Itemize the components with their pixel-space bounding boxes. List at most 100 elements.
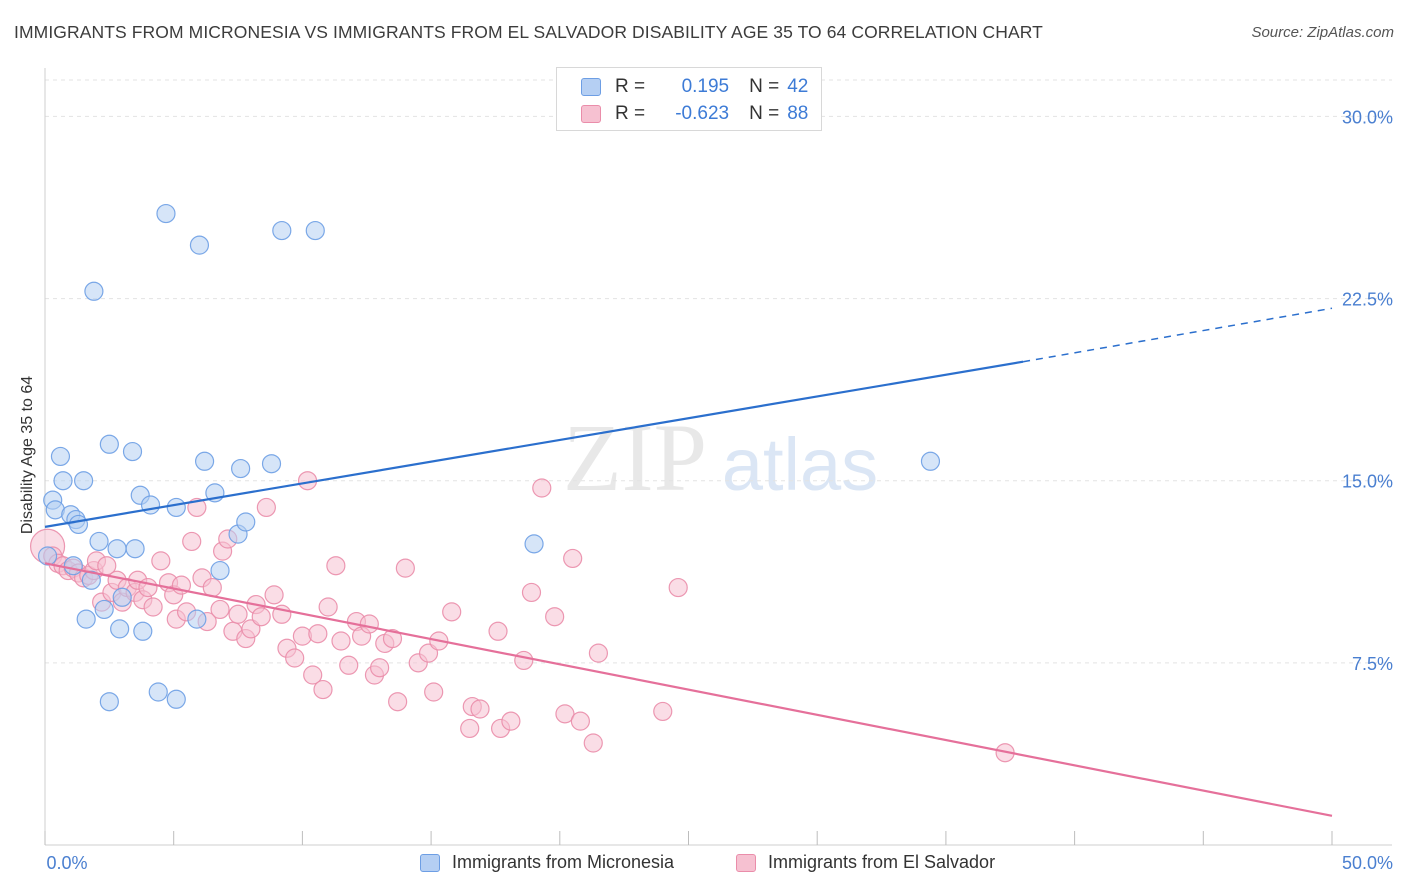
el-salvador-point	[326, 556, 346, 576]
micronesia-point	[210, 560, 230, 581]
r-value: 0.195	[681, 76, 730, 97]
el-salvador-point	[228, 604, 248, 624]
el-salvador-point	[339, 655, 359, 675]
el-salvador-point	[424, 682, 444, 702]
y-tick-label: 15.0%	[1342, 472, 1393, 492]
el-salvador-point	[308, 624, 328, 644]
micronesia-point	[305, 220, 325, 241]
x-tick-label: 50.0%	[1342, 853, 1393, 873]
micronesia-trend-extension	[1022, 307, 1333, 363]
el-salvador-point	[331, 631, 351, 651]
x-tick-label: 0.0%	[46, 853, 87, 873]
n-label: N =	[749, 76, 780, 97]
el-salvador-point	[501, 711, 521, 731]
legend-item-el-salvador[interactable]: Immigrants from El Salvador	[736, 852, 995, 873]
n-label: N =	[749, 103, 780, 124]
el-salvador-point	[563, 548, 583, 569]
el-salvador-point	[151, 551, 171, 571]
micronesia-point	[187, 609, 207, 629]
micronesia-point	[272, 220, 292, 241]
el-salvador-point	[470, 699, 490, 719]
y-tick-label: 7.5%	[1352, 654, 1393, 674]
el-salvador-point	[588, 643, 609, 663]
el-salvador-point	[668, 577, 688, 598]
el-salvador-point	[313, 679, 333, 700]
micronesia-point	[122, 441, 143, 462]
series-legend: Immigrants from Micronesia Immigrants fr…	[0, 852, 1406, 878]
el-salvador-point	[370, 658, 390, 678]
n-value: 88	[787, 103, 809, 124]
y-tick-label: 22.5%	[1342, 290, 1393, 310]
legend-swatch-pink	[581, 105, 601, 123]
legend-swatch-blue	[581, 78, 601, 96]
el-salvador-point	[460, 718, 480, 739]
el-salvador-point	[210, 599, 230, 620]
el-salvador-point	[653, 701, 673, 722]
el-salvador-point	[532, 478, 552, 498]
el-salvador-point	[303, 665, 323, 685]
micronesia-point	[53, 471, 73, 491]
micronesia-point	[37, 546, 58, 566]
el-salvador-trend-line	[44, 562, 1333, 817]
el-salvador-point	[359, 614, 379, 634]
micronesia-point	[156, 203, 176, 224]
micronesia-point	[94, 599, 114, 620]
el-salvador-point	[285, 648, 305, 668]
micronesia-point	[125, 539, 145, 559]
el-salvador-point	[182, 531, 202, 552]
micronesia-point	[524, 534, 544, 554]
el-salvador-point	[545, 607, 565, 627]
micronesia-point	[133, 621, 153, 641]
micronesia-point	[50, 446, 71, 467]
legend-item-micronesia[interactable]: Immigrants from Micronesia	[420, 852, 674, 873]
el-salvador-point	[514, 650, 534, 671]
micronesia-point	[68, 514, 89, 535]
legend-row-el-salvador: R = -0.623 N = 88	[581, 102, 808, 126]
legend-swatch-blue	[420, 853, 440, 872]
watermark-atlas: atlas	[722, 423, 878, 506]
micronesia-point	[194, 451, 215, 471]
r-value: -0.623	[675, 103, 730, 124]
micronesia-point	[140, 495, 161, 515]
el-salvador-point	[555, 704, 575, 724]
micronesia-point	[89, 531, 109, 552]
el-salvador-point	[264, 585, 284, 605]
y-axis-label: Disability Age 35 to 64	[19, 375, 36, 535]
micronesia-point	[166, 689, 186, 709]
micronesia-point	[99, 692, 119, 712]
micronesia-point	[107, 539, 127, 559]
r-label: R =	[615, 76, 646, 97]
el-salvador-point	[388, 692, 408, 712]
el-salvador-point	[318, 597, 338, 617]
el-salvador-point	[256, 497, 276, 518]
legend-swatch-pink	[736, 853, 756, 872]
el-salvador-point	[488, 621, 508, 641]
micronesia-point	[84, 281, 104, 301]
micronesia-point	[110, 619, 130, 639]
micronesia-point	[261, 454, 282, 474]
micronesia-point	[76, 609, 96, 629]
micronesia-point	[63, 556, 83, 576]
el-salvador-point	[251, 607, 271, 627]
micronesia-point	[189, 235, 210, 255]
chart-title: IMMIGRANTS FROM MICRONESIA VS IMMIGRANTS…	[14, 22, 1043, 42]
legend-label-micronesia: Immigrants from Micronesia	[452, 852, 675, 872]
legend-label-el-salvador: Immigrants from El Salvador	[768, 852, 996, 872]
micronesia-point	[148, 682, 168, 702]
source-label: Source: ZipAtlas.com	[1251, 24, 1394, 41]
el-salvador-point	[395, 558, 415, 578]
micronesia-point	[231, 458, 251, 479]
watermark-zip: ZIP	[563, 404, 707, 511]
micronesia-trend-line	[44, 360, 1024, 528]
micronesia-point	[166, 497, 186, 518]
el-salvador-point	[521, 582, 542, 603]
correlation-legend: R = 0.195 N = 42 R = -0.623 N = 88	[556, 67, 822, 131]
legend-row-micronesia: R = 0.195 N = 42	[581, 75, 808, 99]
el-salvador-point	[143, 597, 163, 617]
el-salvador-point	[442, 602, 462, 622]
y-tick-label: 30.0%	[1342, 107, 1393, 127]
micronesia-point	[99, 434, 119, 454]
r-label: R =	[615, 103, 646, 124]
micronesia-point	[236, 512, 256, 532]
